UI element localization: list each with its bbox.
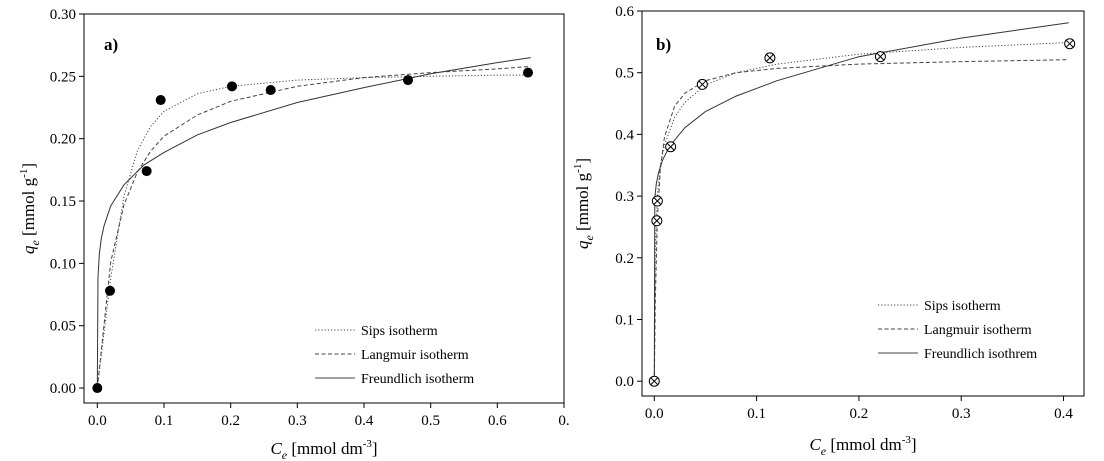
x-tick-label-a: 0.0 [88, 413, 107, 429]
y-tick-label-a: 0.25 [50, 69, 76, 85]
legend-label-freundlich-a: Freundlich isotherm [361, 372, 474, 387]
data-point-a [227, 81, 237, 92]
data-point-a [265, 85, 276, 96]
y-tick-label-a: 0.10 [50, 256, 76, 272]
legend-label-langmuir-a: Langmuir isotherm [361, 348, 469, 363]
legend-label-sips-b: Sips isotherm [924, 299, 1001, 314]
x-tick-label-b: 0.1 [747, 406, 766, 422]
x-tick-label-b: 0.4 [1054, 406, 1073, 422]
x-tick-label-a: 0. [558, 413, 569, 429]
x-tick-label-a: 0.4 [355, 413, 374, 429]
data-point-a [155, 95, 166, 106]
legend-label-langmuir-b: Langmuir isotherm [924, 323, 1032, 338]
plot-frame-a [83, 13, 565, 404]
data-point-a [523, 67, 533, 78]
data-point-b [696, 78, 708, 90]
y-axis-title-a: qe [mmol g-1] [18, 163, 42, 254]
x-tick-label-b: 0.2 [850, 406, 869, 422]
x-axis-title-b: Ce [mmol dm-3] [809, 434, 916, 458]
y-tick-label-a: 0.00 [50, 381, 76, 397]
series-line-freundlich-b [653, 22, 1069, 382]
y-tick-label-b: 0.6 [615, 4, 634, 20]
data-point-a [403, 75, 413, 86]
y-axis-title-b: qe [mmol g-1] [572, 158, 596, 249]
y-tick-label-a: 0.30 [50, 7, 76, 23]
y-tick-label-a: 0.05 [50, 319, 76, 335]
legend-label-freundlich-b: Freundlich isothrem [924, 347, 1037, 362]
plot-frame-b [641, 10, 1085, 397]
series-line-langmuir-b [653, 59, 1069, 382]
x-tick-label-a: 0.2 [221, 413, 240, 429]
x-tick-label-b: 0.3 [952, 406, 971, 422]
series-line-freundlich-a [96, 57, 531, 389]
y-tick-label-a: 0.15 [50, 194, 76, 210]
data-point-b [651, 215, 663, 227]
x-axis-title-a: Ce [mmol dm-3] [270, 438, 377, 461]
x-tick-label-a: 0.5 [421, 413, 440, 429]
data-point-b [874, 51, 886, 63]
data-point-b [651, 195, 663, 207]
panel-label-a: a) [104, 35, 118, 54]
chart-panel-b: 0.0 0.1 0.2 0.3 0.4 0.0 0.1 0.2 0.3 0.4 0.5 0.6 Ce [… [572, 4, 1085, 458]
x-tick-label-a: 0.1 [155, 413, 174, 429]
panel-label-b: b) [656, 35, 671, 54]
data-point-a [105, 285, 115, 296]
series-line-langmuir-a [96, 65, 531, 389]
x-tick-label-b: 0.0 [645, 406, 664, 422]
y-tick-label-b: 0.0 [615, 374, 634, 390]
data-point-b [665, 141, 677, 153]
data-point-a [92, 383, 103, 394]
y-tick-label-b: 0.2 [615, 251, 634, 267]
y-tick-label-b: 0.5 [615, 66, 634, 82]
y-tick-label-b: 0.4 [615, 127, 634, 143]
legend-label-sips-a: Sips isotherm [361, 324, 438, 339]
y-tick-label-b: 0.1 [615, 312, 634, 328]
y-tick-label-b: 0.3 [615, 189, 634, 205]
data-point-a [141, 166, 152, 177]
data-point-b [764, 52, 776, 64]
x-tick-label-a: 0.3 [288, 413, 307, 429]
x-tick-label-a: 0.6 [488, 413, 507, 429]
data-point-b [648, 375, 660, 387]
series-line-sips-a [96, 74, 531, 389]
chart-panel-a: 0.0 0.1 0.2 0.3 0.4 0.5 0.6 0. 0.00 0.05 0.10 0.15 0… [18, 7, 570, 461]
data-point-b [1064, 38, 1076, 50]
y-tick-label-a: 0.20 [50, 132, 76, 148]
